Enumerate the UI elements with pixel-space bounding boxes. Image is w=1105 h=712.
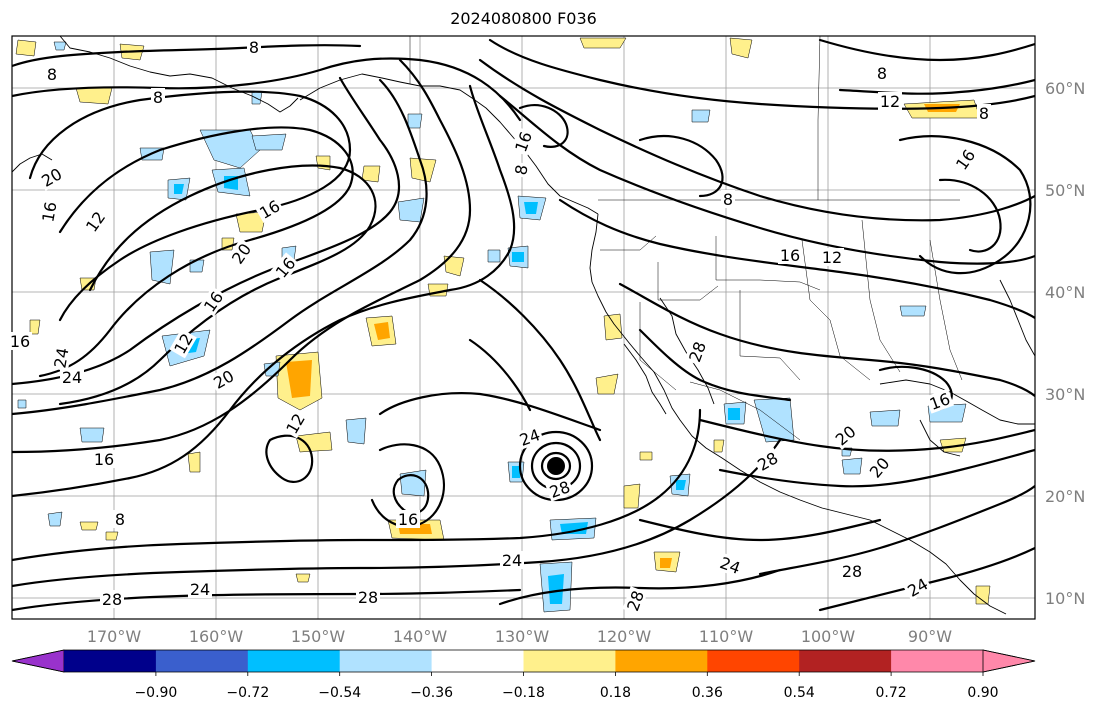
colorbar-segment xyxy=(64,650,157,672)
longitude-label: 120°W xyxy=(597,627,652,646)
svg-text:16: 16 xyxy=(38,200,60,223)
contour-label: 16 xyxy=(778,246,802,265)
contour-label: 8 xyxy=(113,510,127,529)
contour-label: 24 xyxy=(50,344,73,372)
contour-label: 8 xyxy=(875,64,889,83)
contour-label: 28 xyxy=(100,590,124,609)
contour-label: 28 xyxy=(356,588,380,607)
contour-label: 16 xyxy=(38,198,61,226)
contour-label: 16 xyxy=(92,450,116,469)
gridlines xyxy=(12,36,1035,619)
svg-text:16: 16 xyxy=(94,450,114,469)
longitude-label: 130°W xyxy=(495,627,550,646)
colorbar-tick-label: 0.72 xyxy=(876,685,907,701)
svg-text:16: 16 xyxy=(398,510,418,529)
colorbar-tick-label: −0.54 xyxy=(318,685,361,701)
svg-text:8: 8 xyxy=(115,510,125,529)
map-background xyxy=(12,36,1035,619)
longitude-label: 140°W xyxy=(393,627,448,646)
colorbar-tick-label: 0.18 xyxy=(600,685,631,701)
longitude-label: 90°W xyxy=(908,627,952,646)
contour-label: 8 xyxy=(151,88,165,107)
colorbar-segment xyxy=(799,650,892,672)
svg-text:8: 8 xyxy=(877,64,887,83)
contour-label: 12 xyxy=(878,92,902,111)
svg-text:24: 24 xyxy=(50,346,72,369)
contour-label: 16 xyxy=(8,332,32,351)
colorbar-tick-label: 0.54 xyxy=(784,685,815,701)
svg-text:8: 8 xyxy=(979,104,989,123)
contour-label: 16 xyxy=(396,510,420,529)
latitude-label: 40°N xyxy=(1045,283,1085,302)
latitude-label: 10°N xyxy=(1045,589,1085,608)
colorbar-tick-label: 0.90 xyxy=(967,685,998,701)
longitude-label: 160°W xyxy=(189,627,244,646)
contour-label: 8 xyxy=(977,104,991,123)
svg-text:8: 8 xyxy=(153,88,163,107)
map-title: 2024080800 F036 xyxy=(450,9,597,28)
svg-text:16: 16 xyxy=(780,246,800,265)
longitude-label: 150°W xyxy=(291,627,346,646)
latitude-label: 20°N xyxy=(1045,487,1085,506)
contour-label: 8 xyxy=(247,38,261,57)
svg-text:28: 28 xyxy=(358,588,378,607)
svg-text:8: 8 xyxy=(511,163,531,176)
colorbar-segment xyxy=(431,650,524,672)
colorbar-tick-label: −0.72 xyxy=(226,685,269,701)
map-frame xyxy=(11,35,1036,620)
contour-label: 8 xyxy=(721,190,735,209)
colorbar-tick-label: −0.90 xyxy=(134,685,177,701)
svg-text:28: 28 xyxy=(102,590,122,609)
colorbar-segment xyxy=(707,650,800,672)
contour-label: 24 xyxy=(715,552,745,578)
svg-text:12: 12 xyxy=(880,92,900,111)
contour-label: 28 xyxy=(840,562,864,581)
contour-label: 24 xyxy=(60,368,84,387)
svg-text:8: 8 xyxy=(723,190,733,209)
colorbar-extend-high xyxy=(982,649,1036,673)
svg-text:12: 12 xyxy=(822,248,842,267)
colorbar-tick-label: −0.18 xyxy=(502,685,545,701)
colorbar-segment xyxy=(523,650,616,672)
contour-label: 24 xyxy=(500,551,524,570)
contour-label: 24 xyxy=(188,580,212,599)
colorbar-extend-low xyxy=(11,649,65,673)
storm-center-marker xyxy=(547,457,565,475)
colorbar: −0.90 −0.72 −0.54 −0.36 −0.18 0.18 0.36 0.54 0.7… xyxy=(11,649,1036,701)
colorbar-segment xyxy=(891,650,984,672)
svg-text:24: 24 xyxy=(62,368,82,387)
svg-text:28: 28 xyxy=(842,562,862,581)
contour-label: 12 xyxy=(820,248,844,267)
latitude-labels: 60°N 50°N 40°N 30°N 20°N 10°N xyxy=(1045,79,1085,608)
colorbar-tick-label: 0.36 xyxy=(692,685,723,701)
colorbar-tick-label: −0.36 xyxy=(410,685,453,701)
latitude-label: 50°N xyxy=(1045,181,1085,200)
svg-text:8: 8 xyxy=(47,65,57,84)
svg-text:24: 24 xyxy=(190,580,210,599)
svg-text:16: 16 xyxy=(10,332,30,351)
longitude-label: 170°W xyxy=(87,627,142,646)
longitude-labels: 170°W 160°W 150°W 140°W 130°W 120°W 110°W 100°W… xyxy=(87,627,952,646)
svg-text:24: 24 xyxy=(502,551,522,570)
height-contours xyxy=(12,38,1035,612)
contour-label: 8 xyxy=(510,161,532,179)
longitude-label: 110°W xyxy=(699,627,754,646)
colorbar-segment xyxy=(339,650,433,672)
negative-anomaly-patches xyxy=(17,41,967,613)
contour-labels: 8888128161620121616201612202424161216816… xyxy=(8,38,991,616)
colorbar-segment xyxy=(615,650,708,672)
contour-label: 8 xyxy=(45,65,59,84)
svg-text:8: 8 xyxy=(249,38,259,57)
colorbar-segment xyxy=(247,650,341,672)
latitude-label: 60°N xyxy=(1045,79,1085,98)
latitude-label: 30°N xyxy=(1045,385,1085,404)
colorbar-segment xyxy=(155,650,249,672)
longitude-label: 100°W xyxy=(801,627,856,646)
